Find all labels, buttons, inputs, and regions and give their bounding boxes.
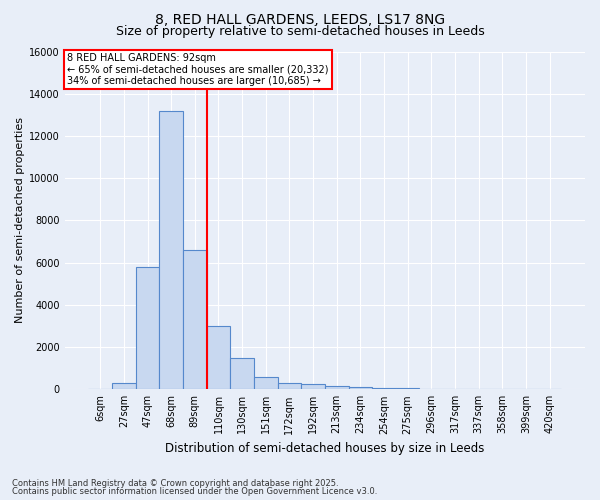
Bar bbox=[325, 386, 349, 390]
Bar bbox=[278, 383, 301, 390]
Bar bbox=[372, 388, 396, 390]
Bar bbox=[230, 358, 254, 390]
Text: 8 RED HALL GARDENS: 92sqm
← 65% of semi-detached houses are smaller (20,332)
34%: 8 RED HALL GARDENS: 92sqm ← 65% of semi-… bbox=[67, 53, 329, 86]
Bar bbox=[396, 388, 419, 390]
Text: 8, RED HALL GARDENS, LEEDS, LS17 8NG: 8, RED HALL GARDENS, LEEDS, LS17 8NG bbox=[155, 12, 445, 26]
Y-axis label: Number of semi-detached properties: Number of semi-detached properties bbox=[15, 118, 25, 324]
Bar bbox=[419, 388, 443, 390]
Bar bbox=[136, 267, 160, 390]
Bar bbox=[254, 376, 278, 390]
Text: Contains HM Land Registry data © Crown copyright and database right 2025.: Contains HM Land Registry data © Crown c… bbox=[12, 478, 338, 488]
Bar bbox=[301, 384, 325, 390]
Bar bbox=[112, 383, 136, 390]
Bar bbox=[183, 250, 206, 390]
Text: Contains public sector information licensed under the Open Government Licence v3: Contains public sector information licen… bbox=[12, 487, 377, 496]
Bar bbox=[160, 110, 183, 390]
Text: Size of property relative to semi-detached houses in Leeds: Size of property relative to semi-detach… bbox=[116, 25, 484, 38]
Bar bbox=[349, 387, 372, 390]
X-axis label: Distribution of semi-detached houses by size in Leeds: Distribution of semi-detached houses by … bbox=[165, 442, 485, 455]
Bar bbox=[206, 326, 230, 390]
